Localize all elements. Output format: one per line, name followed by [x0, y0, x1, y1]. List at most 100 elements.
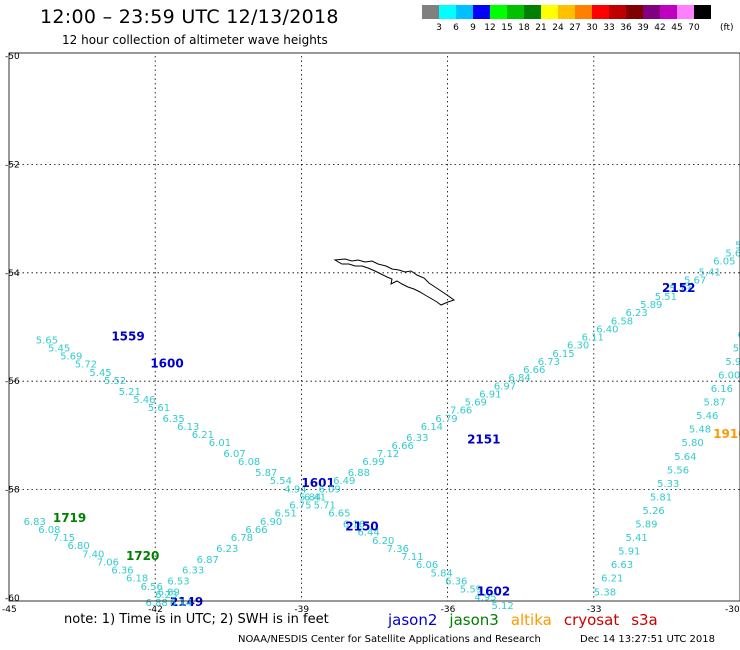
wave-height-value: 5.89 — [635, 520, 657, 531]
wave-height-value: 6.44 — [357, 528, 379, 539]
wave-height-value: 5.26 — [643, 506, 665, 517]
pass-time-label: 2152 — [662, 281, 695, 295]
latitude-label: -54 — [5, 269, 20, 279]
color-swatch — [473, 5, 490, 19]
wave-height-value: 5.69 — [465, 398, 487, 409]
longitude-label: -39 — [294, 605, 309, 615]
wave-height-value: 6.01 — [209, 438, 231, 449]
color-scale-label: 12 — [484, 23, 496, 33]
color-swatch — [609, 5, 626, 19]
legend-entry: cryosat — [563, 611, 620, 629]
pass-time-label: 1910 — [713, 427, 740, 441]
map-title: 12:00 – 23:59 UTC 12/13/2018 — [40, 6, 339, 28]
latitude-label: -56 — [5, 377, 20, 387]
wave-height-value: 5.21 — [119, 387, 141, 398]
wave-height-value: 6.20 — [372, 536, 394, 547]
wave-height-value: 5.68 — [725, 249, 740, 260]
wave-height-value: 5.46 — [696, 411, 718, 422]
color-scale-label: 36 — [620, 23, 632, 33]
wave-height-value: 6.84 — [509, 373, 531, 384]
color-scale-label: 15 — [501, 23, 513, 33]
wave-height-value: 6.87 — [197, 555, 219, 566]
wave-height-value: 5.12 — [491, 601, 513, 612]
wave-height-value: 6.66 — [523, 365, 545, 376]
wave-height-value: 5.84 — [299, 492, 321, 503]
wave-height-value: 6.99 — [362, 457, 384, 468]
color-scale-label: 30 — [586, 23, 598, 33]
wave-height-value: 6.16 — [343, 520, 365, 531]
wave-height-value: 6.11 — [582, 333, 604, 344]
wave-height-value: 6.05 — [713, 257, 735, 268]
color-scale-unit: (ft) — [720, 23, 734, 33]
wave-height-value: 6.83 — [24, 517, 46, 528]
wave-height-value: 6.16 — [711, 384, 733, 395]
wave-height-value: 5.81 — [650, 492, 672, 503]
wave-height-value: 6.36 — [445, 576, 467, 587]
wave-height-value: 6.78 — [231, 533, 253, 544]
wave-height-value: 5.87 — [255, 468, 277, 479]
longitude-label: -45 — [2, 605, 17, 615]
credit-line: NOAA/NESDIS Center for Satellite Applica… — [238, 634, 541, 645]
wave-height-value: 5.72 — [75, 360, 97, 371]
color-scale-label: 33 — [603, 23, 615, 33]
pass-time-label: 2149 — [170, 595, 203, 609]
longitude-label: -36 — [441, 605, 456, 615]
color-scale-label: 21 — [535, 23, 547, 33]
longitude-label: -30 — [725, 605, 740, 615]
latitude-label: -52 — [5, 160, 20, 170]
latitude-label: -58 — [5, 486, 20, 496]
wave-height-value: 6.41 — [304, 492, 326, 503]
wave-height-value: 5.64 — [674, 452, 696, 463]
color-swatch — [592, 5, 609, 19]
pass-time-label: 2151 — [467, 433, 500, 447]
color-swatch — [643, 5, 660, 19]
wave-height-value: 7.40 — [82, 549, 104, 560]
altimeter-track: 5.38 6.21 6.63 5.91 5.41 5.89 5.26 5.81 5.33 5.56… — [594, 330, 740, 598]
map-subtitle: 12 hour collection of altimeter wave hei… — [62, 33, 328, 47]
color-swatch — [694, 5, 711, 19]
color-scale-label: 42 — [654, 23, 666, 33]
color-scale-label: 9 — [470, 23, 476, 33]
wave-height-value: 6.33 — [406, 433, 428, 444]
wave-height-value: 5.80 — [682, 438, 704, 449]
wave-height-value: 6.33 — [182, 566, 204, 577]
wave-height-value: 5.54 — [270, 476, 292, 487]
wave-height-value: 6.08 — [238, 457, 260, 468]
wave-height-value: 5.45 — [48, 343, 70, 354]
wave-height-value: 6.18 — [126, 574, 148, 585]
pass-time-label: 1719 — [53, 511, 86, 525]
wave-height-value: 4.95 — [474, 593, 496, 604]
altimeter-track: 6.836.087.156.807.407.066.366.186.566.23… — [24, 511, 192, 609]
wave-height-value: 6.51 — [275, 509, 297, 520]
south-georgia-island — [333, 258, 456, 306]
wave-height-value: 6.79 — [435, 414, 457, 425]
graticule — [9, 56, 740, 601]
color-scale-label: 70 — [688, 23, 700, 33]
wave-height-value: 6.63 — [611, 560, 633, 571]
wave-height-value: 6.66 — [245, 525, 267, 536]
wave-height-value: 5.41 — [625, 533, 647, 544]
wave-height-value: 6.14 — [170, 598, 192, 609]
pass-time-label: 1601 — [301, 476, 334, 490]
pass-time-label: 2150 — [345, 519, 378, 533]
wave-height-value: 5.93 — [725, 357, 740, 368]
wave-height-value: 5.61 — [148, 403, 170, 414]
wave-height-value: 7.12 — [377, 449, 399, 460]
color-scale-label: 18 — [518, 23, 530, 33]
legend-entry: jason2 — [388, 611, 438, 629]
wave-height-value: 6.23 — [625, 308, 647, 319]
latitude-label: -60 — [5, 594, 20, 604]
altimeter-track: 6.886.896.536.336.876.236.786.666.906.51… — [145, 240, 740, 609]
wave-height-value: 6.53 — [167, 576, 189, 587]
wave-height-value: 5.52 — [104, 376, 126, 387]
wave-height-value: 5.69 — [60, 352, 82, 363]
wave-height-value: 5.67 — [684, 276, 706, 287]
wave-height-value: 6.88 — [348, 468, 370, 479]
wave-height-value: 6.97 — [494, 381, 516, 392]
wave-height-value: 5.59 — [460, 585, 482, 596]
wave-height-value: 6.73 — [538, 357, 560, 368]
island-outline — [333, 258, 456, 306]
axis-labels: -50 -52 -54 -56 -58 -60-45 -42 -39 -36 -33 -30 — [2, 52, 740, 615]
footnote: note: 1) Time is in UTC; 2) SWH is in fe… — [64, 612, 329, 627]
color-swatch — [456, 5, 473, 19]
